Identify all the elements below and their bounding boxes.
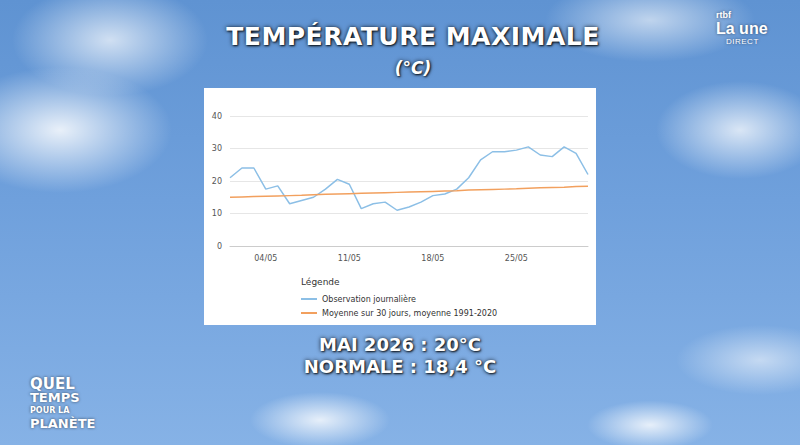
html-text:NORMALE : 18,4 °C: NORMALE : 18,4 °C: [303, 356, 497, 377]
html-text:TEMPÉRATURE MAXIMALE: TEMPÉRATURE MAXIMALE: [226, 22, 600, 51]
svg-text:10: 10: [212, 209, 222, 218]
svg-text:04/05: 04/05: [254, 254, 277, 263]
svg-text:0: 0: [217, 242, 222, 251]
html-text:(°C): (°C): [394, 58, 432, 78]
html-text:DIRECT: DIRECT: [726, 37, 759, 46]
html-text:rtbf: rtbf: [716, 10, 731, 20]
svg-text:Légende: Légende: [301, 277, 340, 287]
svg-text:11/05: 11/05: [338, 254, 361, 263]
html-text:QUEL: QUEL: [30, 375, 75, 393]
svg-text:30: 30: [212, 144, 222, 153]
html-text:MAI 2026 : 20°C: MAI 2026 : 20°C: [319, 334, 481, 355]
svg-text:18/05: 18/05: [421, 254, 444, 263]
html-text:TEMPS: TEMPS: [30, 390, 80, 405]
svg-text:Moyenne sur 30 jours, moyenne: Moyenne sur 30 jours, moyenne 1991-2020: [322, 309, 497, 318]
html-text:La une: La une: [716, 20, 768, 37]
svg-text:40: 40: [212, 112, 222, 121]
svg-text:Observation journalière: Observation journalière: [322, 294, 416, 304]
svg-text:20: 20: [212, 177, 222, 186]
html-text:POUR LA: POUR LA: [30, 406, 70, 415]
svg-text:25/05: 25/05: [505, 254, 528, 263]
html-text:PLANÈTE: PLANÈTE: [30, 416, 96, 431]
